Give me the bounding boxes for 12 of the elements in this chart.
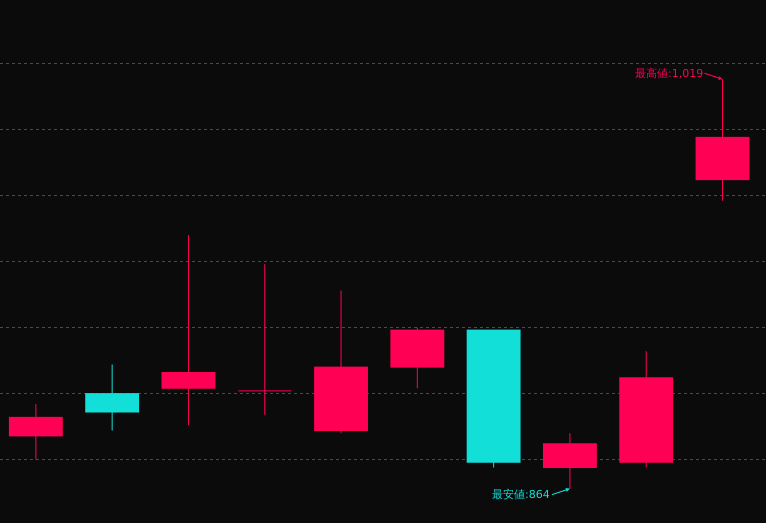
candlestick [466, 330, 521, 468]
candlestick [8, 404, 63, 460]
candlestick [542, 432, 597, 490]
candlestick [238, 264, 292, 416]
candlestick [696, 78, 750, 202]
candlestick [619, 350, 674, 468]
candlestick [162, 234, 216, 426]
candlestick [314, 290, 368, 434]
annotation: 最安値:864 [492, 488, 550, 501]
candlestick [85, 364, 140, 432]
candlestick [390, 327, 444, 389]
annotation: 最高値:1,019 [635, 67, 704, 80]
